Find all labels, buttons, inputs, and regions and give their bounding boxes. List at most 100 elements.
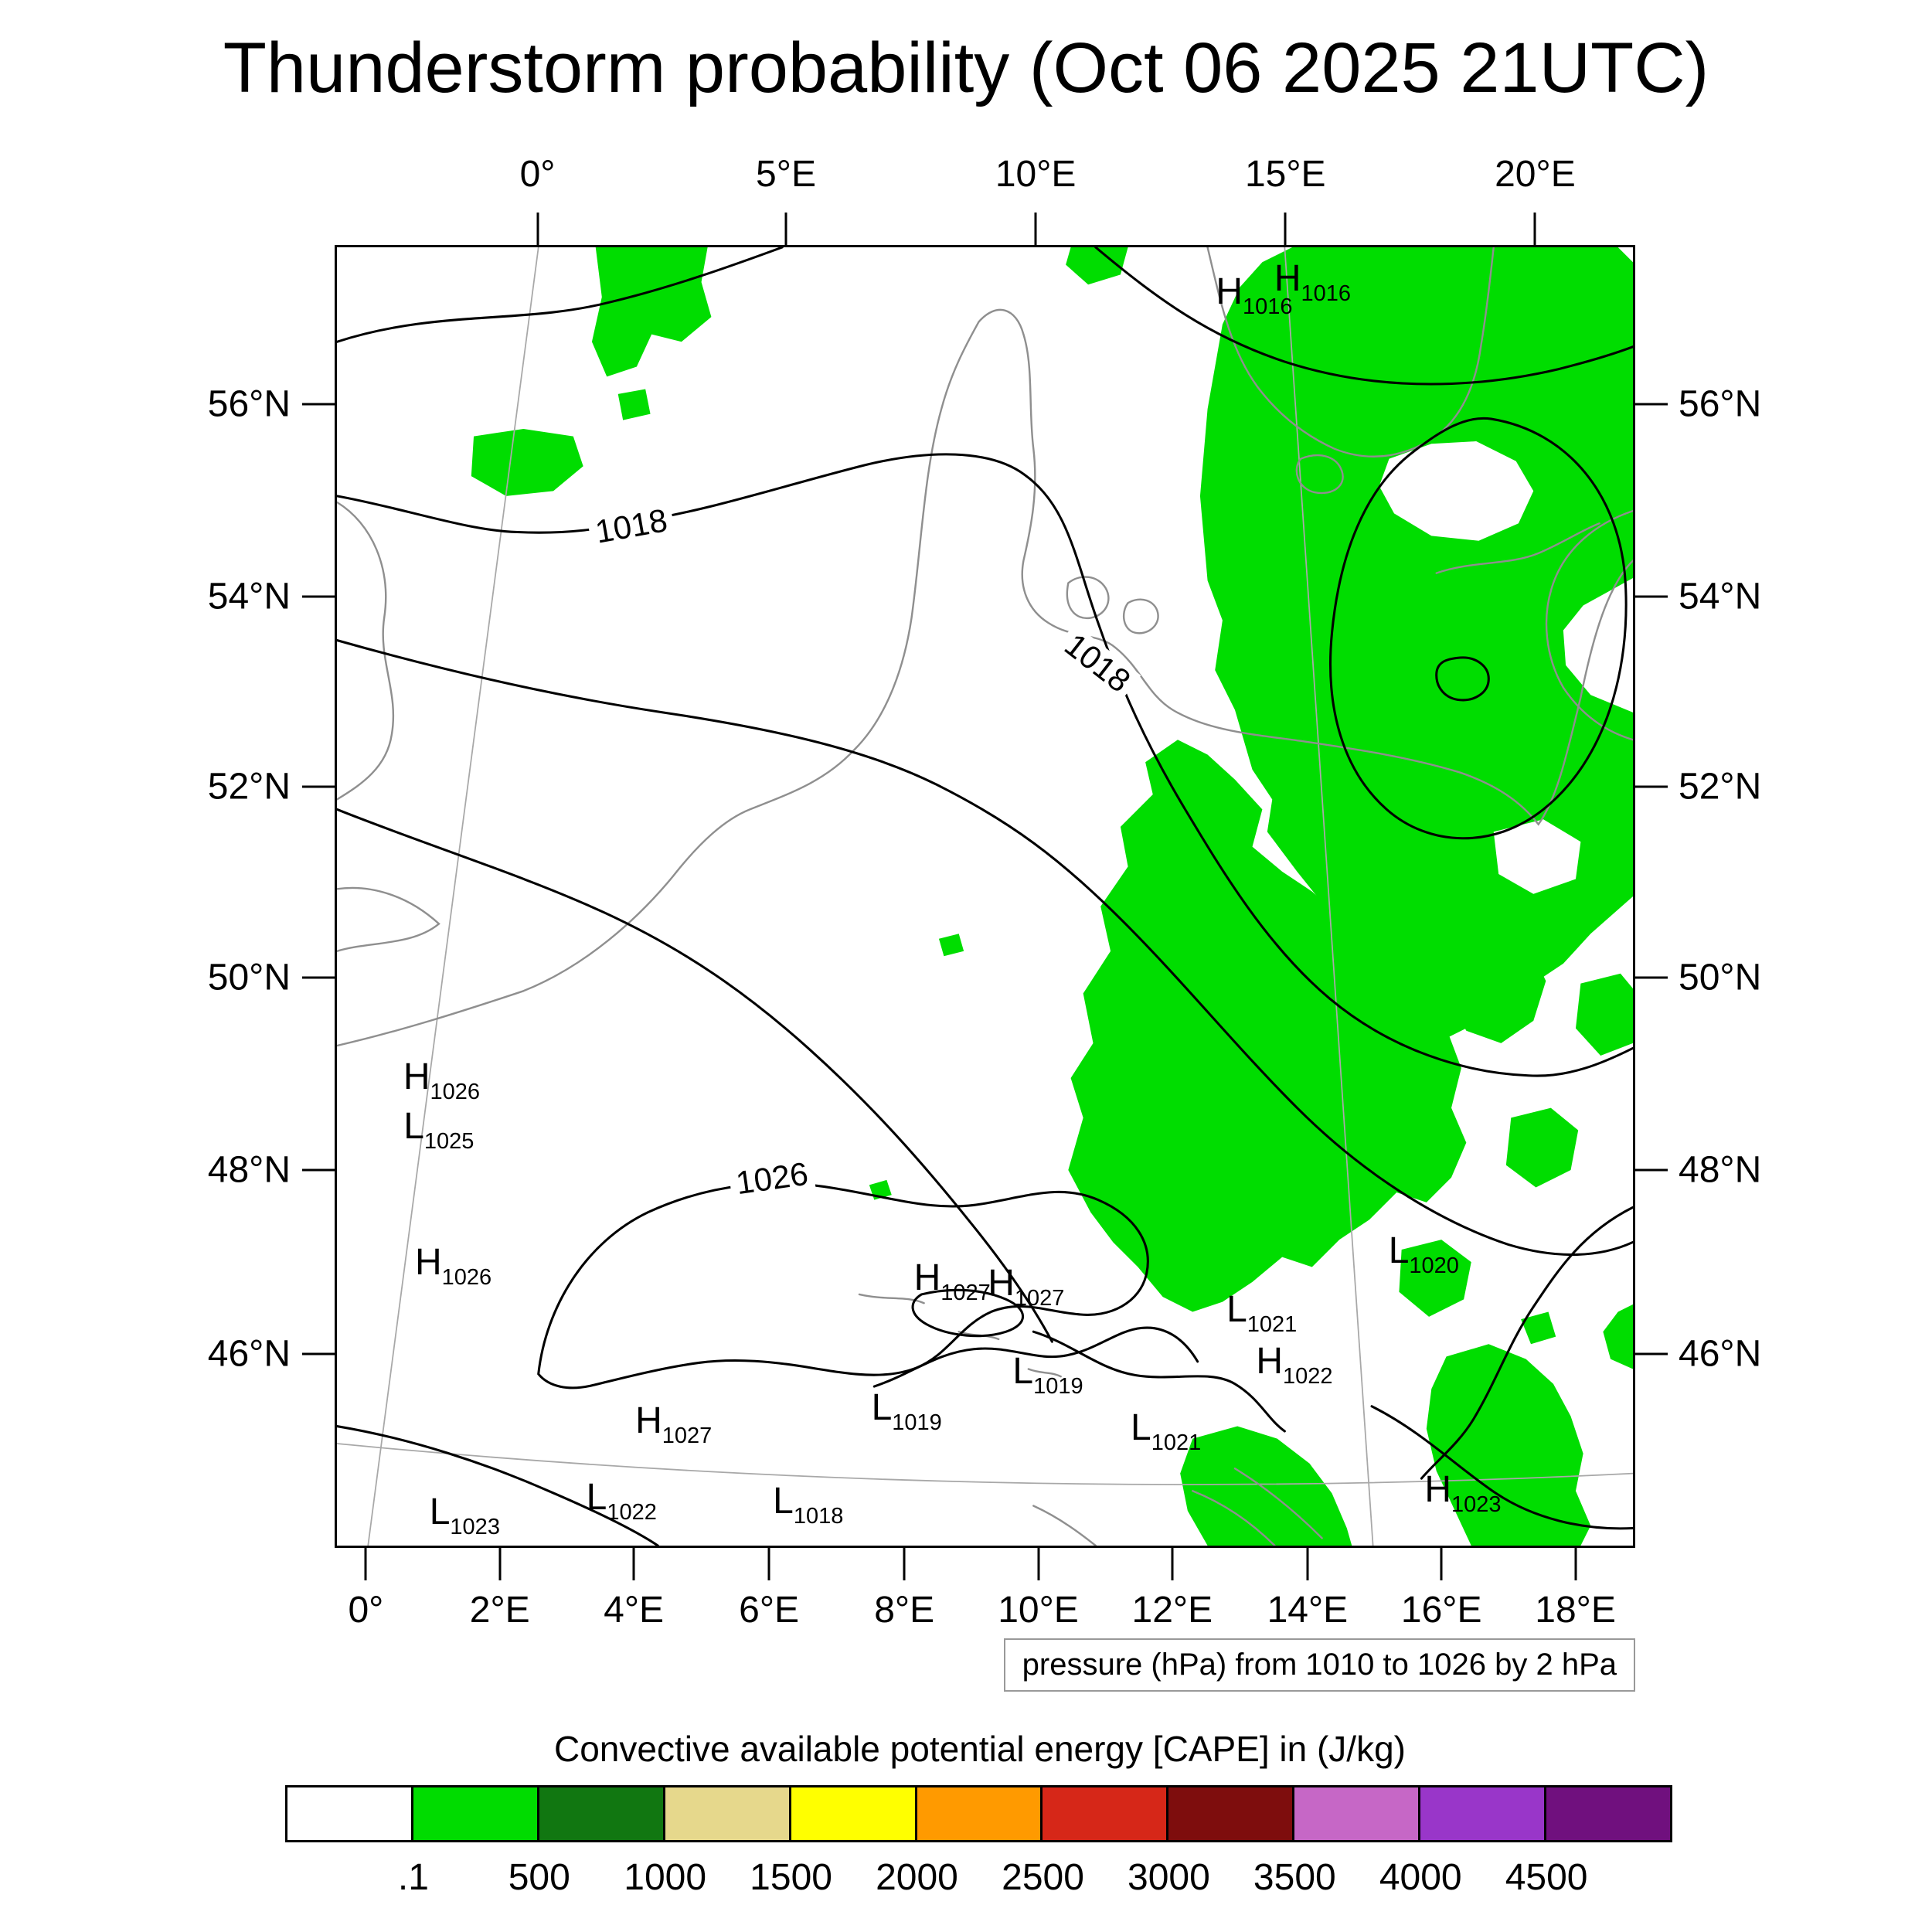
contour-line [337,1424,659,1546]
graticule-meridian [367,247,539,1546]
pressure-center-marker: H1026 [415,1244,492,1289]
colorbar-label: 500 [508,1857,570,1898]
axis-label: 48°N [207,1149,291,1191]
pressure-center-value: 1026 [430,1080,481,1105]
axis-tick [536,213,539,245]
pressure-center-value: 1016 [1301,281,1352,306]
axis-label: 6°E [739,1590,800,1631]
colorbar-label: 4500 [1505,1857,1588,1898]
pressure-center-marker: L1025 [403,1107,474,1153]
pressure-center-marker: H1026 [403,1059,480,1104]
colorbar-label: 2500 [1002,1857,1084,1898]
axis-tick [364,1548,367,1580]
colorbar-label: 2000 [876,1857,958,1898]
pressure-center-value: 1021 [1247,1311,1298,1337]
pressure-center-value: 1020 [1409,1253,1459,1279]
axis-tick [1171,1548,1174,1580]
axis-label: 10°E [998,1590,1079,1631]
pressure-center-marker: L1021 [1131,1409,1202,1455]
axis-tick [1034,213,1037,245]
pressure-center-value: 1022 [607,1500,657,1526]
colorbar-cell [1040,1785,1169,1842]
contour-line [1370,1405,1633,1530]
contour-line [1420,1206,1633,1480]
axis-tick [903,1548,906,1580]
pressure-center-letter: H [635,1400,662,1442]
pressure-center-letter: L [429,1491,451,1532]
axis-tick [784,213,787,245]
pressure-markers-layer: H1016 H1016 H1026 L1025 H1026 H1027 H102… [337,247,1633,1546]
colorbar-label: 4000 [1379,1857,1462,1898]
map-panel: 1018 1018 1026 H1016 H1016 H1026 L1025 H10… [335,245,1635,1548]
pressure-center-marker: H1022 [1256,1340,1333,1389]
colorbar-cell [410,1785,539,1842]
pressure-center-value: 1027 [1014,1286,1065,1311]
coastline [1206,247,1495,457]
axis-tick [1284,213,1287,245]
pressure-center-marker: H1027 [635,1403,712,1447]
pressure-center-letter: L [1226,1288,1247,1330]
axis-top-ticks [335,213,1635,245]
coastline [337,501,395,801]
axis-label: 52°N [1679,766,1762,808]
cape-region [591,247,712,377]
pressure-center-value: 1027 [940,1281,991,1306]
coastline [1066,576,1110,620]
axis-left-labels: 56°N 54°N 52°N 50°N 48°N 46°N [93,245,291,1548]
pressure-center-letter: L [1012,1351,1034,1393]
axis-label: 56°N [207,383,291,425]
contour-line [337,247,784,343]
pressure-center-marker: H1016 [1274,260,1351,305]
cape-region [1066,247,1128,285]
coastline [1192,1468,1323,1546]
axis-right-labels: 56°N 54°N 52°N 50°N 48°N 46°N [1679,245,1879,1548]
pressure-center-marker: L1022 [587,1479,657,1524]
pressure-center-letter: H [414,1242,442,1284]
axis-tick [1635,1352,1668,1355]
pressure-center-letter: L [586,1477,607,1519]
pressure-center-marker: L1019 [1012,1353,1083,1398]
contour-line [1435,656,1490,702]
contour-line [872,1326,1199,1388]
pressure-center-marker: L1019 [872,1389,942,1434]
colorbar-cell [1166,1785,1295,1842]
axis-tick [1635,1168,1668,1172]
colorbar-label: 3500 [1253,1857,1336,1898]
colorbar-cell [914,1785,1043,1842]
colorbar-labels: .1 500 1000 1500 2000 2500 3000 3500 4000 4500 [287,1856,1672,1903]
contour-line [337,638,1633,1257]
pressure-center-letter: L [773,1481,794,1522]
chart-title: Thunderstorm probability (Oct 06 2025 21… [223,29,1709,107]
axis-tick [302,976,335,979]
axis-label: 46°N [1679,1333,1762,1375]
axis-tick [1037,1548,1039,1580]
colorbar-label: 1500 [750,1857,832,1898]
cape-region [1603,1304,1633,1369]
axis-tick [1306,1548,1309,1580]
pressure-center-letter: H [913,1257,941,1299]
pressure-center-value: 1021 [1151,1430,1202,1455]
pressure-center-letter: H [1216,270,1243,312]
pressure-center-letter: H [1256,1340,1284,1382]
cape-region [1575,973,1633,1056]
contour-line [911,1288,1025,1338]
coastline [1545,509,1633,741]
axis-label: 0° [348,1590,384,1631]
cape-region [1426,1344,1591,1546]
axis-top-labels: 0° 5°E 10°E 15°E 20°E [335,153,1635,199]
coastlines [337,247,1633,1546]
pressure-center-value: 1022 [1283,1363,1333,1389]
axis-label: 2°E [469,1590,530,1631]
graticule-meridian [1284,247,1374,1546]
axis-tick [1440,1548,1443,1580]
coastline [1435,522,1600,574]
colorbar-label: .1 [397,1857,429,1898]
contour-line [1329,417,1628,840]
colorbar-cell [1292,1785,1421,1842]
map-canvas [337,247,1633,1546]
axis-label: 5°E [756,154,816,195]
cape-region [1199,247,1633,1041]
axis-label: 52°N [207,766,291,808]
cape-region [471,428,583,496]
